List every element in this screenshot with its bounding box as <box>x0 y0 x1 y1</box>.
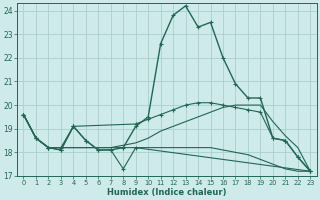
X-axis label: Humidex (Indice chaleur): Humidex (Indice chaleur) <box>107 188 227 197</box>
